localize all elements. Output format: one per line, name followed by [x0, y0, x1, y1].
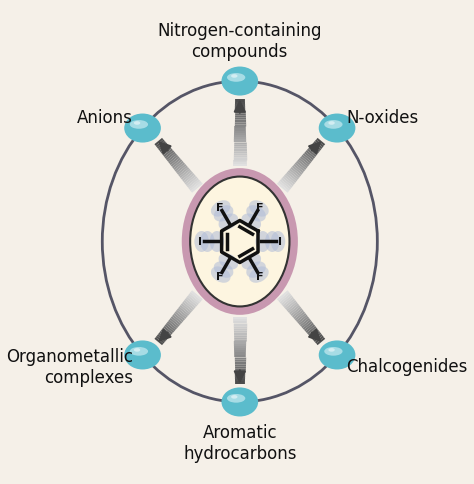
Text: I: I: [198, 237, 202, 247]
Ellipse shape: [324, 121, 343, 130]
Text: N-oxides: N-oxides: [346, 108, 419, 126]
Ellipse shape: [328, 348, 335, 352]
Ellipse shape: [246, 206, 266, 222]
Ellipse shape: [328, 122, 335, 125]
Ellipse shape: [124, 341, 161, 370]
Ellipse shape: [190, 177, 290, 307]
Ellipse shape: [211, 201, 230, 217]
Ellipse shape: [194, 231, 209, 253]
Ellipse shape: [227, 74, 246, 83]
Ellipse shape: [211, 267, 230, 283]
Text: F: F: [216, 272, 224, 282]
Ellipse shape: [134, 122, 140, 125]
Ellipse shape: [241, 254, 261, 270]
Text: Nitrogen-containing
compounds: Nitrogen-containing compounds: [157, 21, 322, 61]
Ellipse shape: [255, 231, 270, 253]
Text: F: F: [256, 202, 264, 212]
Ellipse shape: [227, 394, 246, 403]
Ellipse shape: [200, 231, 215, 253]
Text: Chalcogenides: Chalcogenides: [346, 358, 468, 376]
Ellipse shape: [241, 214, 261, 230]
Text: I: I: [278, 237, 282, 247]
Ellipse shape: [249, 267, 269, 283]
Text: Organometallic
complexes: Organometallic complexes: [6, 347, 133, 386]
Ellipse shape: [246, 262, 266, 278]
Ellipse shape: [221, 388, 258, 417]
Ellipse shape: [130, 347, 148, 356]
Ellipse shape: [214, 262, 233, 278]
Ellipse shape: [182, 169, 298, 315]
Ellipse shape: [249, 201, 269, 217]
Ellipse shape: [130, 121, 148, 130]
Text: F: F: [216, 202, 224, 212]
Ellipse shape: [219, 214, 238, 230]
Ellipse shape: [219, 254, 238, 270]
Ellipse shape: [265, 231, 280, 253]
Ellipse shape: [271, 231, 285, 253]
Ellipse shape: [134, 348, 140, 352]
Ellipse shape: [231, 395, 237, 399]
Ellipse shape: [124, 114, 161, 143]
Ellipse shape: [210, 231, 224, 253]
Ellipse shape: [214, 206, 233, 222]
Text: Aromatic
hydrocarbons: Aromatic hydrocarbons: [183, 423, 297, 463]
Text: Anions: Anions: [77, 108, 133, 126]
Ellipse shape: [319, 341, 356, 370]
Ellipse shape: [231, 75, 237, 78]
Text: F: F: [256, 272, 264, 282]
Ellipse shape: [221, 67, 258, 96]
Ellipse shape: [319, 114, 356, 143]
Ellipse shape: [324, 347, 343, 356]
